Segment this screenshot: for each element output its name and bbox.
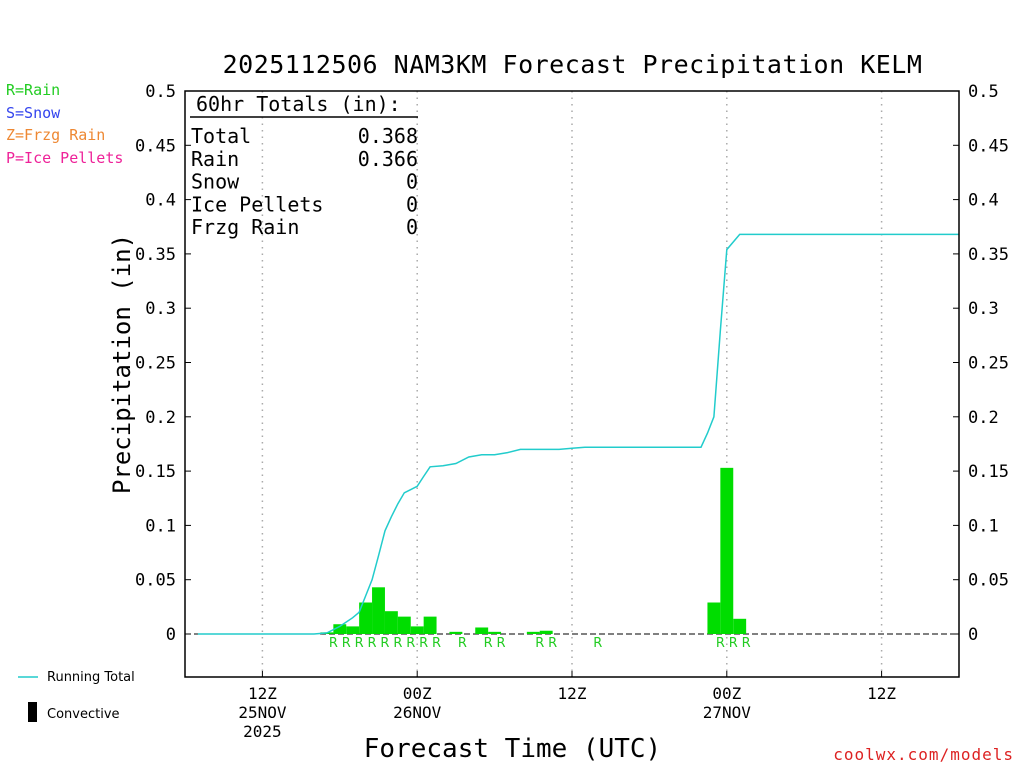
y-tick-label-left: 0.3 [145, 299, 176, 319]
y-tick-label-left: 0.15 [135, 462, 176, 482]
rain-bar [423, 616, 437, 634]
ptype-marker: R [406, 636, 415, 651]
y-tick-label-left: 0.35 [135, 245, 176, 265]
ptype-marker: R [380, 636, 389, 651]
ptype-marker: R [535, 636, 544, 651]
rain-bar [733, 618, 747, 634]
y-tick-label-left: 0.5 [145, 82, 176, 102]
y-tick-label-left: 0.2 [145, 408, 176, 428]
running-total-line-group [197, 233, 959, 635]
rain-bar [707, 602, 721, 634]
axes: 0 00.05 0.050.1 0.10.15 0.150.2 0.20.25 0.250.… [135, 82, 1009, 741]
y-tick-label-right: 0.2 [968, 408, 999, 428]
ptype-marker: R [342, 636, 351, 651]
totals-row-value: 0 [406, 215, 418, 239]
x-axis-label: Forecast Time (UTC) [363, 734, 662, 764]
y-tick-label-right: 0.5 [968, 82, 999, 102]
rain-bar [397, 616, 411, 634]
y-tick-label-left: 0.05 [135, 571, 176, 591]
y-tick-label-left: 0.1 [145, 516, 176, 536]
rain-bar [539, 630, 553, 634]
running-total-line [197, 233, 959, 635]
x-tick-label: 26NOV [393, 703, 442, 722]
x-tick-label: 00Z [712, 684, 741, 703]
ptype-marker: R [368, 636, 377, 651]
x-tick-label: 2025 [243, 722, 282, 741]
x-tick-label: 27NOV [703, 703, 752, 722]
x-tick-label: 12Z [867, 684, 896, 703]
y-axis-label: Precipitation (in) [108, 233, 136, 495]
y-tick-label-right: 0 [968, 625, 978, 645]
ptype-marker: R [729, 636, 738, 651]
y-tick-label-right: 0.15 [968, 462, 1009, 482]
legend-ice-pellets: P=Ice Pellets [6, 149, 124, 167]
y-tick-label-right: 0.45 [968, 136, 1009, 156]
x-tick-label: 00Z [403, 684, 432, 703]
x-tick-label: 25NOV [238, 703, 287, 722]
rain-bar [372, 587, 385, 634]
ptype-marker: R [548, 636, 557, 651]
legend-snow: S=Snow [6, 104, 61, 122]
ptype-marker: R [355, 636, 364, 651]
hourly-rain-bars [320, 467, 747, 634]
rain-bar [359, 602, 373, 634]
y-tick-label-left: 0.25 [135, 354, 176, 374]
bottom-legend [18, 676, 38, 722]
y-tick-label-left: 0.45 [135, 136, 176, 156]
totals-row-label: Rain [191, 147, 239, 171]
ptype-marker: R [329, 636, 338, 651]
y-tick-label-right: 0.35 [968, 245, 1009, 265]
y-tick-label-right: 0.3 [968, 299, 999, 319]
ptype-marker: R [497, 636, 506, 651]
ptype-marker: R [393, 636, 402, 651]
totals-header: 60hr Totals (in): [196, 92, 401, 116]
totals-row-label: Frzg Rain [191, 215, 299, 239]
rain-bar [488, 631, 502, 634]
rain-bar [346, 626, 360, 634]
grid-lines [185, 91, 959, 677]
convective-legend-swatch [28, 702, 37, 722]
ptype-marker: R [716, 636, 725, 651]
rain-bar [333, 624, 347, 634]
rain-bar [384, 611, 398, 634]
y-tick-label-left: 0.4 [145, 191, 176, 211]
totals-row-value: 0.366 [358, 147, 418, 171]
totals-row-label: Ice Pellets [191, 192, 323, 216]
credit-text: coolwx.com/models [833, 745, 1014, 764]
y-tick-label-right: 0.25 [968, 354, 1009, 374]
chart-title: 2025112506 NAM3KM Forecast Precipitation… [222, 50, 923, 79]
rain-bar [410, 626, 424, 634]
legend-frzg-rain: Z=Frzg Rain [6, 126, 106, 144]
ptype-marker: R [419, 636, 428, 651]
y-tick-label-right: 0.05 [968, 571, 1009, 591]
totals-row-label: Snow [191, 170, 240, 194]
totals-row-value: 0 [406, 170, 418, 194]
totals-row-label: Total [191, 124, 251, 148]
legend-rain: R=Rain [6, 81, 61, 99]
y-tick-label-left: 0 [166, 625, 176, 645]
totals-row-value: 0 [406, 192, 418, 216]
rain-bar [720, 467, 734, 634]
rain-bar [449, 631, 463, 634]
ptype-marker: R [458, 636, 467, 651]
x-tick-label: 12Z [558, 684, 587, 703]
ptype-marker: R [484, 636, 493, 651]
x-tick-label: 12Z [248, 684, 277, 703]
rain-bar [526, 631, 540, 634]
ptype-marker: R [742, 636, 751, 651]
y-tick-label-right: 0.1 [968, 516, 999, 536]
totals-row-value: 0.368 [358, 124, 418, 148]
running-total-legend-label: Running Total [47, 670, 135, 685]
totals-box: 60hr Totals (in): Total 0.368 Rain 0.366 Snow… [190, 92, 418, 239]
rain-bar [475, 627, 489, 634]
y-tick-label-right: 0.4 [968, 191, 999, 211]
ptype-marker: R [593, 636, 602, 651]
convective-legend-label: Convective [47, 707, 120, 722]
ptype-marker: R [432, 636, 441, 651]
